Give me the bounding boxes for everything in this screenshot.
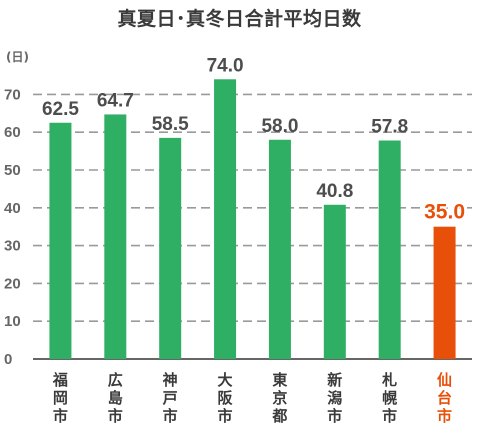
value-label-4: 74.0 <box>207 55 244 76</box>
value-label-7: 57.8 <box>371 117 408 138</box>
category-label-7-char-2: 幌 <box>382 389 397 407</box>
category-label-1-char-2: 岡 <box>53 389 68 407</box>
category-label-3-char-3: 市 <box>163 407 178 425</box>
chart-title: 真夏日･真冬日合計平均日数 <box>117 8 362 30</box>
y-tick-label-10: 10 <box>4 313 21 330</box>
value-labels: 62.5 64.7 58.5 74.0 58.0 40.8 57.8 35.0 <box>42 55 467 225</box>
category-label-1-char-3: 市 <box>53 407 68 425</box>
value-label-6: 40.8 <box>316 181 353 202</box>
value-label-2: 64.7 <box>97 90 134 111</box>
category-label-6-char-1: 新 <box>327 371 342 389</box>
bar-7 <box>378 140 401 359</box>
category-label-7-char-1: 札 <box>381 371 397 389</box>
category-label-4-char-3: 市 <box>218 407 233 425</box>
category-label-8-char-3: 市 <box>437 407 452 425</box>
bar-2 <box>104 114 127 360</box>
bar-6 <box>323 204 346 359</box>
category-label-1-char-1: 福 <box>52 371 68 389</box>
category-label-4-char-1: 大 <box>218 371 233 389</box>
value-label-5: 58.0 <box>261 116 298 137</box>
y-tick-label-70: 70 <box>4 86 21 103</box>
category-label-8-char-1: 仙 <box>437 371 452 389</box>
y-tick-label-20: 20 <box>4 275 21 292</box>
category-label-2-char-2: 島 <box>108 389 123 407</box>
value-label-1: 62.5 <box>42 99 79 120</box>
category-label-4-char-2: 阪 <box>218 389 234 407</box>
category-label-5-char-2: 京 <box>272 389 287 407</box>
y-tick-label-50: 50 <box>4 162 21 179</box>
category-label-6-char-3: 市 <box>327 407 342 425</box>
bar-4 <box>214 79 237 359</box>
y-tick-label-60: 60 <box>4 124 21 141</box>
bar-8 <box>433 226 456 359</box>
bar-3 <box>159 137 182 359</box>
bars <box>49 79 456 360</box>
y-axis-unit-label: (日) <box>6 50 29 64</box>
category-label-3-char-1: 神 <box>163 371 178 389</box>
y-tick-label-0: 0 <box>4 351 12 368</box>
category-label-7-char-3: 市 <box>382 407 397 425</box>
category-label-3-char-2: 戸 <box>163 389 178 407</box>
category-label-5-char-3: 都 <box>271 407 287 425</box>
y-tick-label-30: 30 <box>4 238 21 255</box>
y-axis-ticks: 0 10 20 30 40 50 60 70 <box>4 86 21 368</box>
category-label-5-char-1: 東 <box>272 371 287 389</box>
category-label-2-char-1: 広 <box>108 371 123 389</box>
value-label-8: 35.0 <box>424 201 465 224</box>
category-label-6-char-2: 潟 <box>327 389 342 407</box>
value-label-3: 58.5 <box>152 114 189 135</box>
category-label-8-char-2: 台 <box>437 389 452 407</box>
category-label-2-char-3: 市 <box>108 407 123 425</box>
bar-1 <box>49 122 72 359</box>
bar-5 <box>268 139 291 359</box>
y-tick-label-40: 40 <box>4 200 21 217</box>
